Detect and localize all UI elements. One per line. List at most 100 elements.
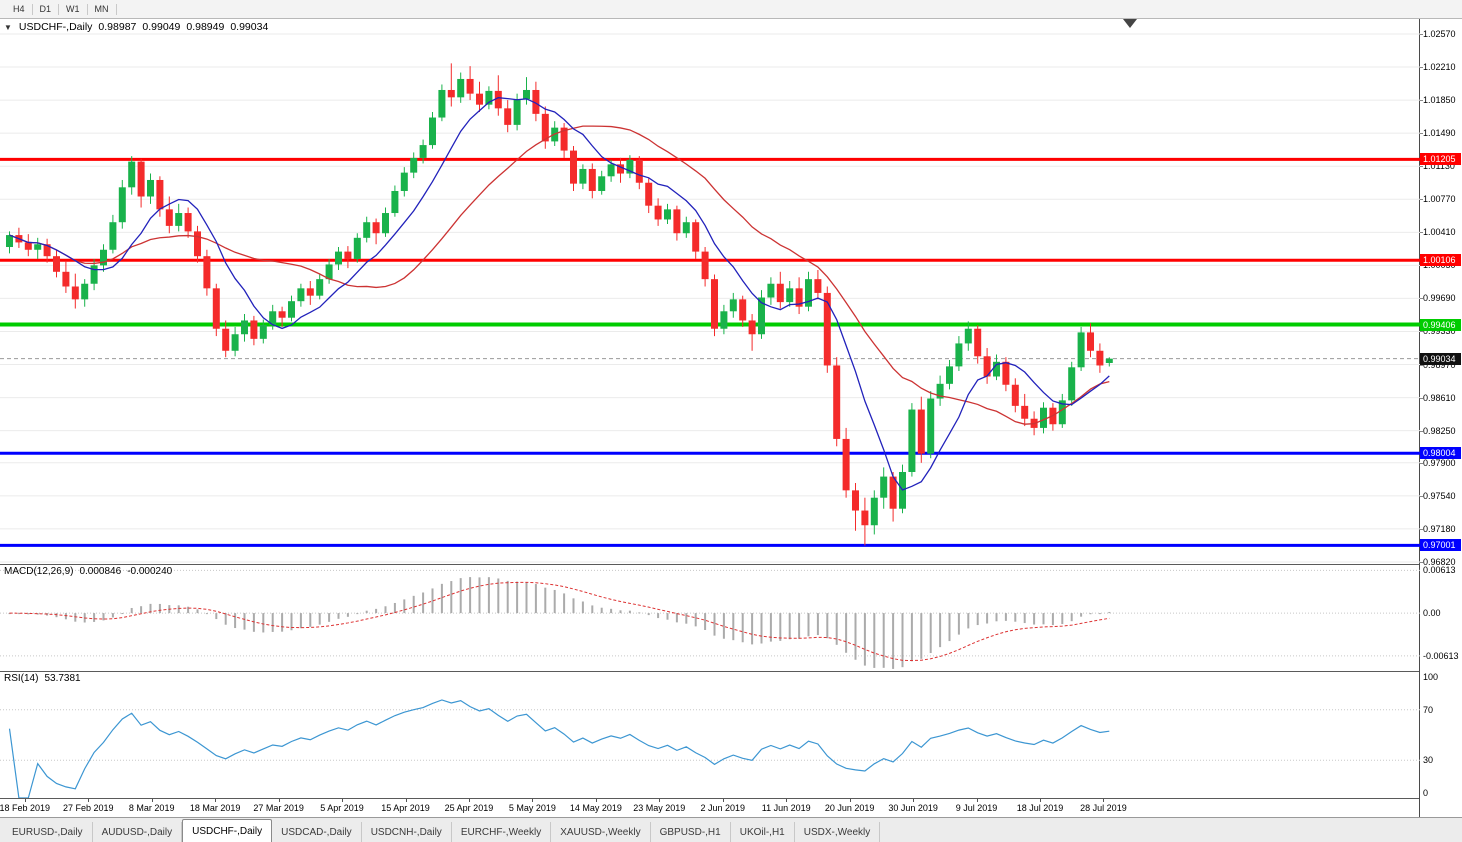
chart-tab-usdchf-daily[interactable]: USDCHF-,Daily: [182, 819, 273, 842]
chart-tab-xauusd-weekly[interactable]: XAUUSD-,Weekly: [551, 822, 651, 842]
macd-chart[interactable]: [0, 565, 1420, 671]
macd-histogram-bar: [299, 613, 302, 629]
rsi-scale-label: 100: [1423, 672, 1439, 682]
chart-tab-audusd-daily[interactable]: AUDUSD-,Daily: [93, 822, 183, 842]
date-label: 23 May 2019: [633, 803, 686, 813]
candle-body: [758, 297, 765, 335]
date-label: 9 Jul 2019: [955, 803, 998, 813]
ma-slow-line: [9, 125, 1110, 425]
macd-histogram-bar: [158, 603, 161, 614]
timeframe-button-d1[interactable]: D1: [39, 4, 52, 14]
macd-histogram-bar: [525, 581, 528, 614]
macd-histogram-bar: [252, 613, 255, 632]
candle-body: [588, 168, 596, 191]
chart-tab-ukoil-h1[interactable]: UKOil-,H1: [731, 822, 795, 842]
candlestick-chart[interactable]: [0, 19, 1420, 564]
candle-body: [203, 256, 211, 289]
macd-histogram-bar: [1014, 613, 1017, 622]
time-axis[interactable]: 18 Feb 2019 27 Feb 2019 8 Mar 2019 18 Mar 2…: [0, 799, 1419, 817]
macd-signal-line: [9, 581, 1110, 662]
chart-open-value: 0.98987: [98, 21, 137, 33]
candle-body: [128, 161, 136, 188]
candle-body: [147, 179, 154, 197]
macd-histogram-bar: [1061, 613, 1064, 625]
candle-body: [476, 93, 483, 105]
macd-histogram-bar: [271, 613, 274, 632]
macd-histogram-bar: [1023, 613, 1026, 624]
chart-tab-eurchf-weekly[interactable]: EURCHF-,Weekly: [452, 822, 552, 842]
timeframe-button-h4[interactable]: H4: [13, 4, 25, 14]
candle-body: [109, 222, 117, 250]
chart-tab-gbpusd-h1[interactable]: GBPUSD-,H1: [651, 822, 731, 842]
rsi-panel[interactable]: RSI(14) 53.7381: [0, 672, 1420, 799]
candle-body: [635, 159, 643, 183]
macd-histogram-bar: [450, 581, 453, 614]
toolbar-separator: [115, 3, 117, 15]
candle-body: [429, 117, 436, 146]
macd-scale-label: 0.00: [1423, 608, 1441, 619]
candle-body: [889, 476, 897, 509]
candle-body: [316, 279, 324, 296]
chart-shift-marker-icon[interactable]: [1123, 19, 1137, 28]
macd-histogram-bar: [149, 603, 152, 614]
candle-body: [335, 251, 342, 265]
time-axis-tick: [88, 799, 90, 802]
macd-panel[interactable]: MACD(12,26,9) 0.000846 -0.000240: [0, 565, 1420, 672]
timeframe-button-mn[interactable]: MN: [94, 4, 109, 14]
chart-tab-usdx-weekly[interactable]: USDX-,Weekly: [795, 822, 881, 842]
date-label: 30 Jun 2019: [888, 803, 938, 813]
macd-label: MACD(12,26,9): [4, 566, 74, 577]
macd-histogram-bar: [111, 613, 114, 618]
candle-body: [400, 172, 408, 191]
macd-histogram-bar: [337, 613, 340, 619]
rsi-chart[interactable]: [0, 672, 1420, 798]
candle-body: [682, 222, 690, 234]
price-level-badge: 0.99406: [1420, 318, 1461, 331]
macd-histogram-bar: [1004, 613, 1007, 621]
price-scale[interactable]: 1.02570 1.02210 1.01850 1.01490 1.01130 1.007…: [1420, 19, 1461, 817]
macd-histogram-bar: [1070, 613, 1073, 622]
date-label: 20 Jun 2019: [824, 803, 875, 813]
time-axis-tick: [342, 799, 344, 802]
chart-tab-eurusd-daily[interactable]: EURUSD-,Daily: [3, 822, 93, 842]
candle-body: [936, 383, 944, 399]
chart-tab-usdcnh-daily[interactable]: USDCNH-,Daily: [362, 822, 452, 842]
rsi-line: [8, 699, 1110, 798]
price-chart-panel[interactable]: ▼ USDCHF-,Daily 0.98987 0.99049 0.98949 …: [0, 19, 1420, 565]
candle-body: [306, 288, 314, 296]
macd-histogram-bar: [64, 613, 67, 620]
candle-body: [852, 490, 859, 511]
macd-histogram-bar: [563, 593, 566, 614]
candle-body: [776, 283, 784, 303]
ma-fast-line: [9, 97, 1110, 491]
macd-histogram-bar: [948, 613, 951, 642]
price-level-badge: 0.98004: [1420, 447, 1461, 460]
candle-body: [485, 90, 493, 105]
price-scale-label: 0.96820: [1423, 556, 1456, 567]
candle-body: [419, 145, 427, 158]
macd-histogram-bar: [788, 613, 791, 640]
candle-body: [1105, 358, 1113, 363]
macd-histogram-bar: [986, 613, 989, 624]
time-axis-tick: [659, 799, 661, 802]
candle-body: [1021, 405, 1029, 419]
macd-scale-label: 0.00613: [1423, 565, 1456, 576]
macd-histogram-bar: [967, 613, 970, 629]
macd-histogram-bar: [675, 613, 678, 623]
one-click-trading-icon[interactable]: ▼: [4, 22, 12, 32]
candle-body: [6, 235, 13, 248]
price-scale-label: 0.97180: [1423, 523, 1456, 534]
chart-workspace: ▼ USDCHF-,Daily 0.98987 0.99049 0.98949 …: [0, 19, 1462, 817]
time-axis-tick: [786, 799, 788, 802]
scale-tick: [1420, 364, 1423, 366]
candle-body: [353, 237, 361, 259]
candle-body: [494, 90, 502, 109]
candle-body: [664, 209, 671, 220]
macd-histogram-bar: [290, 613, 293, 631]
timeframe-button-w1[interactable]: W1: [66, 4, 80, 14]
candle-body: [259, 325, 267, 339]
candle-body: [62, 271, 70, 287]
candle-body: [833, 365, 841, 439]
candle-body: [466, 78, 474, 94]
chart-tab-usdcad-daily[interactable]: USDCAD-,Daily: [272, 822, 362, 842]
